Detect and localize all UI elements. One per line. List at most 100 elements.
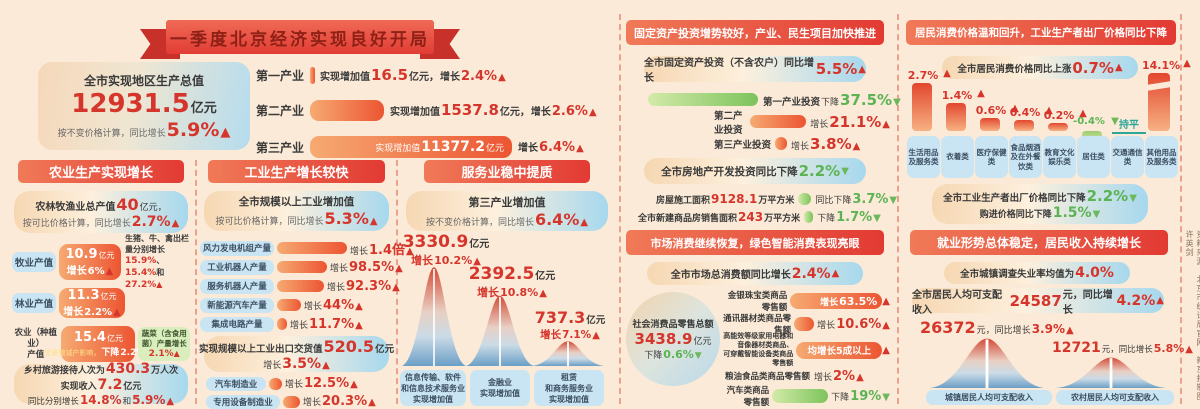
- up-arrow-icon: ▲: [105, 266, 114, 277]
- divider: [396, 160, 398, 404]
- bar: [277, 318, 287, 330]
- hero-industries: 第一产业 实现增加值 16.5 亿元， 增长 2.4% ▲ 第二产业 实现增加值 1537.…: [256, 66, 616, 158]
- services-header: 服务业稳中提质: [424, 160, 590, 183]
- product-bar-row: 服务机器人产量 增长 92.3% ▲: [200, 278, 400, 294]
- cpi-summary: 全市居民消费价格同比上涨 0.7% ▲: [942, 56, 1138, 79]
- retail-row-jewelry: 金银珠宝类商品零售额 增长 63.5% ▲: [727, 291, 890, 313]
- up-arrow-icon: ▲: [592, 330, 600, 341]
- tertiary-investment-row: 第三产业投资 增长 3.8% ▲: [714, 134, 861, 153]
- bar: [277, 280, 324, 292]
- retail-row-grain: 粮油食品类商品零售额 增长 2% ▲: [724, 368, 864, 384]
- mountain-shape-rural: [1056, 356, 1166, 388]
- industry-panel: 工业生产增长较快 全市规模以上工业增加值 按可比价格计算，同比增长 5.3% ▲ 风…: [198, 158, 414, 409]
- rural-tourism-summary: 乡村旅游接待人次为 430.3 万人次 实现收入 7.2 亿元 同比分别增长 14.8% 和…: [14, 361, 188, 407]
- cpi-category-labels: 生活用品及服务类 衣着类 医疗保健类 食品烟酒及在外餐饮类 教育文化娱乐类 居住…: [904, 136, 1178, 180]
- retail-row-auto: 汽车类商品零售额 下降 19% ▼: [726, 386, 890, 408]
- up-arrow-icon: ▲: [882, 319, 890, 331]
- industry-header: 工业生产增长较快: [208, 160, 385, 183]
- agriculture-summary: 农林牧渔业总产值 40 亿元， 按可比价格计算，同比增长 2.7% ▲: [14, 191, 188, 233]
- bar: [277, 299, 301, 311]
- cpi-panel: 居民消费价格温和回升，工业生产者出厂价格同比下降 全市居民消费价格同比上涨 0.7…: [904, 16, 1191, 226]
- mountain-value-1: 3330.9 亿元 增长 10.2% ▲: [402, 232, 490, 267]
- agriculture-panel: 农业生产实现增长 农林牧渔业总产值 40 亿元， 按可比价格计算，同比增长 2.7% ▲…: [12, 158, 190, 407]
- up-arrow-icon: ▲: [1011, 103, 1019, 114]
- down-arrow-icon: ▼: [882, 391, 890, 403]
- bar: [269, 377, 282, 390]
- cpi-bar: [1014, 120, 1034, 131]
- bar: 15.4亿元 受夏粮减产影响，下降2.2%▼: [44, 326, 153, 362]
- up-arrow-icon: ▲: [1065, 325, 1074, 336]
- up-arrow-icon: ▲: [882, 295, 890, 307]
- services-summary: 第三产业增加值 按不变价格计算，同比增长 6.4% ▲: [406, 191, 608, 231]
- product-bar-row: 风力发电机组产量 增长 1.4倍 ▲: [200, 240, 414, 258]
- up-arrow-icon: ▲: [395, 262, 403, 274]
- cpi-bar: [946, 103, 966, 131]
- employment-panel: 就业形势总体稳定，居民收入持续增长 全市城镇调查失业率均值为 4.0% 全市居民人…: [904, 226, 1193, 408]
- up-arrow-icon: ▲: [473, 256, 481, 267]
- up-arrow-icon: ▲: [171, 217, 180, 229]
- up-arrow-icon: ▲: [539, 288, 547, 299]
- up-arrow-icon: ▲: [1079, 108, 1087, 119]
- rural-income-value: 12721 元，同比增长 5.8% ▲: [1052, 340, 1193, 356]
- bar: 增长 63.5%: [790, 293, 883, 309]
- up-arrow-icon: ▲: [1156, 295, 1164, 306]
- secondary-investment-row: 第二产业投资 增长 21.1% ▲: [714, 110, 890, 136]
- urban-income-label: 城镇居民人均可支配收入: [926, 390, 1052, 405]
- sector-row: 专用设备制造业 增长 20.3% ▲: [206, 394, 393, 409]
- agriculture-header: 农业生产实现增长: [18, 160, 184, 183]
- mountain-label-2: 金融业 实现增加值: [470, 370, 530, 406]
- up-arrow-icon: ▲: [350, 379, 358, 390]
- primary-investment-row: 第一产业投资 下降 37.5% ▼: [648, 91, 901, 109]
- gdp-value: 12931.5: [71, 88, 190, 119]
- planting-row: 农业（种植业）产值 15.4亿元 受夏粮减产影响，下降2.2%▼ 蔬菜（含食用菌…: [12, 324, 190, 364]
- appliance-label: 高能效等级家用电器和 音像器材类商品、 可穿戴智能设备类商品零售额: [723, 332, 794, 367]
- up-arrow-icon: ▲: [113, 307, 121, 318]
- industry-row-2: 第二产业 实现增加值 1537.8 亿元， 增长 2.6% ▲: [256, 99, 597, 121]
- ppi-summary: 全市工业生产者出厂价格同比下降 2.2% ▼ 购进价格同比下降 1.5% ▼: [932, 184, 1148, 224]
- cpi-header: 居民消费价格温和回升，工业生产者出厂价格同比下降: [906, 20, 1176, 45]
- forestry-row: 林业产值 11.3 亿元 增长 2.2% ▲: [12, 286, 190, 320]
- down-arrow-icon: ▼: [893, 96, 901, 108]
- bar: [798, 193, 812, 205]
- cpi-bar: [1048, 123, 1068, 131]
- down-arrow-icon: ▼: [1111, 116, 1119, 127]
- construction-area-row: 房屋施工面积 9128.1 万平方米 同比下降 3.7% ▼: [656, 191, 898, 207]
- up-arrow-icon: ▲: [977, 88, 985, 99]
- bar: 实现增加值 11377.2 亿元: [310, 136, 512, 158]
- bar: [775, 137, 788, 150]
- investment-header: 固定资产投资增势较好，产业、民生项目加快推进: [626, 20, 884, 45]
- mountain-shape-finance: [466, 292, 534, 366]
- cpi-bar-down: [1082, 131, 1102, 140]
- up-arrow-icon: ▲: [943, 68, 951, 79]
- income-summary: 全市居民人均可支配收入 24587 元，同比增长 4.2% ▲: [912, 288, 1164, 316]
- product-bar-row: 工业机器人产量 增长 98.5% ▲: [200, 259, 403, 275]
- mountain-label-1: 信息传输、软件 和信息技术服务业 实现增加值: [400, 370, 466, 406]
- divider: [619, 14, 621, 404]
- up-arrow-icon: ▲: [355, 319, 363, 331]
- up-arrow-icon: ▲: [156, 280, 163, 289]
- bar: [648, 93, 758, 106]
- sector-row: 汽车制造业 增长 12.5% ▲: [206, 376, 393, 391]
- main-title-ribbon: 一季度北京经济实现良好开局: [140, 20, 460, 64]
- page-title: 一季度北京经济实现良好开局: [166, 20, 434, 54]
- up-arrow-icon: ▲: [322, 359, 330, 371]
- bar: 11.3 亿元 增长 2.2% ▲: [59, 288, 125, 318]
- cpi-bar: [980, 118, 1000, 131]
- gdp-card: 全市实现地区生产总值 12931.5 亿元 按不变价格计算，同比增长 5.9% ▲: [38, 62, 250, 150]
- industry-row-3: 第三产业 实现增加值 11377.2 亿元 增长 6.4% ▲: [256, 136, 616, 158]
- up-arrow-icon: ▲: [856, 371, 864, 383]
- product-bar-row: 新能源汽车产量 增长 44% ▲: [200, 297, 393, 313]
- down-arrow-icon: ▼: [1092, 209, 1101, 220]
- bar: [283, 395, 300, 408]
- cpi-chart: 2.7% ▲ 1.4% ▲ 0.6% ▲ 0.4% ▲ 0.2% ▲ -0.4% ▼ 持平 …: [904, 52, 1191, 140]
- consumption-summary: 全市市场总消费额同比增长 2.4% ▲: [647, 262, 863, 285]
- up-arrow-icon: ▲: [1185, 344, 1193, 355]
- up-arrow-icon: ▲: [882, 344, 890, 356]
- services-panel: 服务业稳中提质 第三产业增加值 按不变价格计算，同比增长 6.4% ▲ 3330.9…: [400, 158, 614, 408]
- bar: [310, 99, 384, 121]
- bar: [804, 211, 814, 223]
- mountain-value-2: 2392.5 亿元 增长 10.8% ▲: [468, 264, 556, 299]
- export-summary: 实现规模以上工业出口交货值 520.5 亿元 增长 3.5% ▲: [198, 336, 395, 372]
- down-arrow-icon: ▼: [694, 351, 702, 361]
- up-arrow-icon: ▲: [369, 216, 378, 227]
